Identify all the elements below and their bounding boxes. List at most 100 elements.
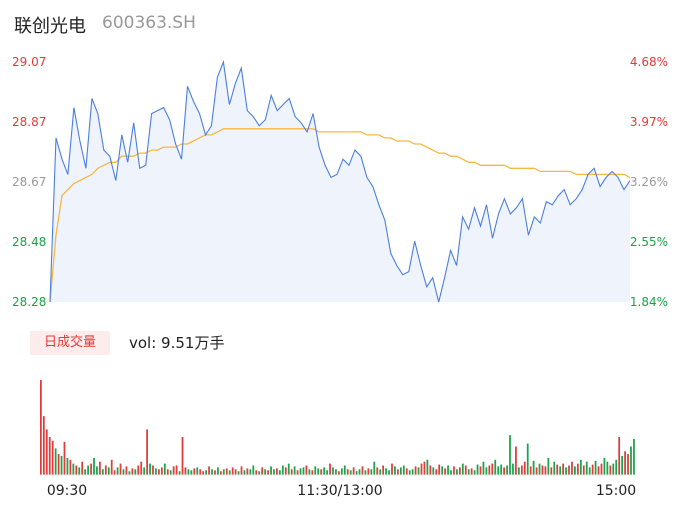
volume-bar bbox=[358, 469, 361, 475]
volume-bar bbox=[456, 469, 458, 475]
volume-bar bbox=[420, 463, 423, 475]
volume-bar bbox=[128, 471, 131, 475]
volume-bar bbox=[169, 470, 172, 476]
volume-bar bbox=[190, 470, 193, 476]
volume-bar bbox=[57, 454, 60, 475]
volume-bar bbox=[72, 463, 75, 475]
volume-bar bbox=[78, 467, 81, 475]
volume-bar bbox=[317, 468, 320, 476]
volume-bar bbox=[270, 466, 272, 475]
volume-bar bbox=[394, 466, 396, 475]
volume-bar bbox=[385, 468, 387, 476]
volume-bar bbox=[343, 465, 346, 475]
x-tick: 11:30/13:00 bbox=[297, 483, 382, 499]
volume-bar bbox=[323, 467, 326, 475]
stock-name: 联创光电 bbox=[14, 16, 86, 37]
volume-bar bbox=[101, 469, 104, 475]
volume-bar bbox=[299, 468, 302, 476]
volume-bar bbox=[576, 463, 579, 475]
volume-bar bbox=[314, 466, 317, 475]
volume-bar bbox=[630, 446, 632, 475]
volume-bar bbox=[146, 429, 148, 475]
volume-bar bbox=[60, 456, 63, 475]
volume-bar bbox=[273, 469, 275, 475]
volume-bar bbox=[450, 470, 452, 476]
volume-bar bbox=[237, 471, 240, 475]
volume-bar bbox=[633, 438, 635, 475]
volume-bar bbox=[565, 467, 567, 475]
volume-readout: vol: 9.51万手 bbox=[129, 334, 225, 352]
volume-tab[interactable]: 日成交量 bbox=[30, 331, 110, 355]
volume-bar bbox=[355, 471, 358, 475]
volume-bar bbox=[509, 435, 511, 475]
volume-bar bbox=[503, 467, 505, 475]
volume-bar bbox=[467, 469, 470, 475]
volume-bar bbox=[464, 465, 467, 475]
volume-bar bbox=[211, 469, 213, 475]
volume-bar bbox=[568, 465, 570, 475]
volume-bar bbox=[338, 471, 340, 475]
volume-bar bbox=[479, 466, 482, 475]
volume-bar bbox=[163, 463, 166, 475]
volume-bar bbox=[329, 463, 331, 475]
volume-bar bbox=[205, 470, 207, 476]
volume-bar bbox=[559, 466, 562, 475]
y-tick-right: 4.68% bbox=[630, 55, 668, 69]
volume-bar bbox=[234, 469, 237, 475]
x-tick: 09:30 bbox=[47, 483, 87, 499]
volume-bar bbox=[208, 466, 210, 475]
volume-bar bbox=[166, 469, 169, 475]
volume-bar bbox=[603, 457, 606, 475]
volume-bar bbox=[594, 460, 597, 476]
volume-bar bbox=[155, 468, 157, 476]
volume-bar bbox=[397, 469, 399, 475]
volume-bar bbox=[408, 470, 411, 476]
y-tick-right: 3.97% bbox=[630, 115, 668, 129]
volume-bar bbox=[627, 454, 629, 475]
y-tick-right: 1.84% bbox=[630, 295, 668, 309]
volume-bar bbox=[585, 461, 588, 475]
volume-bar bbox=[175, 465, 178, 475]
volume-bar bbox=[453, 466, 455, 475]
y-tick-left: 29.07 bbox=[12, 55, 46, 69]
volume-bar bbox=[438, 464, 441, 475]
x-tick: 15:00 bbox=[596, 483, 636, 499]
volume-bar bbox=[137, 465, 140, 475]
volume-bar bbox=[160, 467, 163, 475]
volume-bar bbox=[113, 470, 116, 476]
volume-bar bbox=[411, 469, 414, 475]
volume-bar bbox=[199, 469, 202, 475]
volume-bar bbox=[140, 461, 143, 475]
volume-bar bbox=[553, 461, 556, 475]
volume-bar bbox=[621, 456, 624, 475]
volume-bar bbox=[352, 467, 355, 475]
volume-bar bbox=[340, 468, 343, 476]
volume-bar bbox=[391, 463, 393, 475]
volume-bar bbox=[249, 469, 252, 475]
volume-bar bbox=[388, 470, 390, 476]
volume-bar bbox=[261, 467, 264, 475]
volume-bar bbox=[544, 466, 547, 475]
volume-bar bbox=[42, 416, 45, 475]
volume-bar bbox=[579, 459, 582, 475]
volume-bar bbox=[520, 465, 523, 475]
volume-bar bbox=[582, 465, 585, 475]
volume-bar bbox=[45, 429, 48, 475]
volume-bar bbox=[172, 466, 175, 475]
volume-bar bbox=[571, 461, 573, 475]
volume-bar bbox=[597, 466, 600, 475]
volume-bar bbox=[432, 467, 435, 475]
volume-bar bbox=[96, 466, 98, 475]
volume-bar bbox=[609, 465, 612, 475]
volume-bar bbox=[217, 467, 219, 475]
volume-bar bbox=[48, 437, 51, 475]
volume-bar bbox=[547, 457, 550, 475]
volume-bar bbox=[346, 469, 349, 475]
volume-bar bbox=[93, 457, 95, 475]
volume-bar bbox=[51, 440, 54, 475]
volume-bar bbox=[382, 465, 385, 475]
volume-bar bbox=[444, 468, 446, 476]
volume-bar bbox=[181, 437, 184, 475]
volume-bar bbox=[184, 467, 187, 475]
volume-bar bbox=[414, 466, 417, 475]
